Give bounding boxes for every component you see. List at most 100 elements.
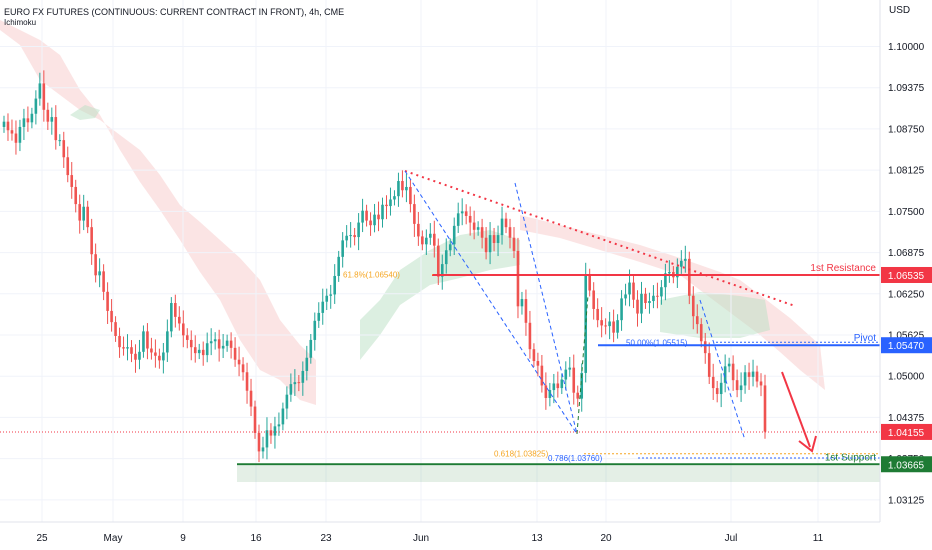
candle-body [632,282,635,300]
candle-body [488,235,492,253]
price-tag [881,266,932,283]
candle-body [556,383,560,389]
candle-body [552,383,556,391]
candle-body [313,320,317,340]
candle-body [377,214,380,220]
candle-body [616,320,619,333]
candle-body [265,430,269,448]
candle-body [249,390,253,407]
candle-body [138,351,141,360]
candle-body [739,385,743,391]
candle-body [309,339,313,358]
candle-body [444,250,448,265]
candle-body [695,316,699,325]
x-tick-label: Jun [413,533,429,544]
candle-body [70,175,74,187]
price-tag [881,337,932,354]
candle-body [540,365,544,386]
candle-body [273,426,277,436]
candle-body [289,384,293,395]
candle-body [237,359,241,365]
y-tick-label: 1.05000 [888,372,925,383]
candle-body [261,447,265,452]
candle-body [225,340,229,346]
candle-body [185,335,189,340]
candle-body [257,432,261,452]
candle-body [580,372,584,399]
candle-body [22,118,26,127]
price-tag [881,456,932,473]
trendlines [404,170,817,453]
candle-body [500,218,504,236]
candle-body [245,372,249,391]
candle-body [452,225,456,245]
price-tag-label: 1.05470 [888,341,925,352]
currency-label: USD [889,5,911,16]
candles [2,70,767,463]
candle-body [584,274,588,373]
cloud [0,20,825,405]
projection-arrowhead [798,435,817,453]
candle-body [397,181,400,197]
candle-body [134,353,137,360]
x-tick-label: 16 [250,533,262,544]
candle-body [10,130,14,134]
candle-body [707,353,711,377]
bullish-cloud-3 [660,292,770,338]
candle-body [118,335,121,348]
candle-body [496,235,500,244]
candle-body [325,295,329,302]
candle-body [337,256,340,276]
candle-body [572,367,576,393]
candle-body [532,349,536,362]
candle-body [297,382,301,384]
projection-arrow [781,371,811,448]
candle-body [126,347,129,349]
candle-body [170,303,173,332]
candle-body [385,204,388,207]
candle-body [201,349,205,356]
candle-body [86,206,89,228]
candle-body [492,235,496,244]
x-tick-label: 11 [813,533,824,544]
time-axis-bg [0,522,880,550]
candle-body [373,214,376,226]
candle-body [624,294,627,299]
candle-body [277,424,281,427]
y-tick-label: 1.08125 [888,166,925,177]
candle-body [429,233,432,238]
price-tag-label: 1.03665 [888,460,925,471]
candle-body [576,392,580,399]
candle-body [417,223,420,237]
descending-trendline [404,170,796,307]
candle-body [644,293,647,304]
candle-body [668,272,671,274]
candle-body [715,388,719,395]
candle-body [460,211,464,214]
candle-body [42,83,46,110]
candle-body [329,294,333,296]
candle-body [178,316,181,324]
candle-body [150,348,153,353]
candle-body [102,271,105,292]
candle-body [476,227,480,230]
candle-body [269,430,273,436]
candle-body [18,126,22,143]
candle-body [480,227,484,238]
candle-body [62,140,66,158]
y-tick-label: 1.06250 [888,289,925,300]
candle-body [711,376,715,389]
candle-body [381,204,384,220]
candle-body [512,237,516,251]
x-tick-label: May [104,533,123,544]
candle-body [345,235,348,241]
candle-body [361,210,364,223]
candle-body [221,345,225,349]
fib-level-label: 61.8%(1.06540) [343,271,400,280]
candle-body [464,211,468,216]
fib-leg-2 [514,182,578,435]
candle-body [520,299,524,307]
candle-body [747,372,751,377]
candle-body [357,222,360,238]
candle-body [158,355,161,361]
